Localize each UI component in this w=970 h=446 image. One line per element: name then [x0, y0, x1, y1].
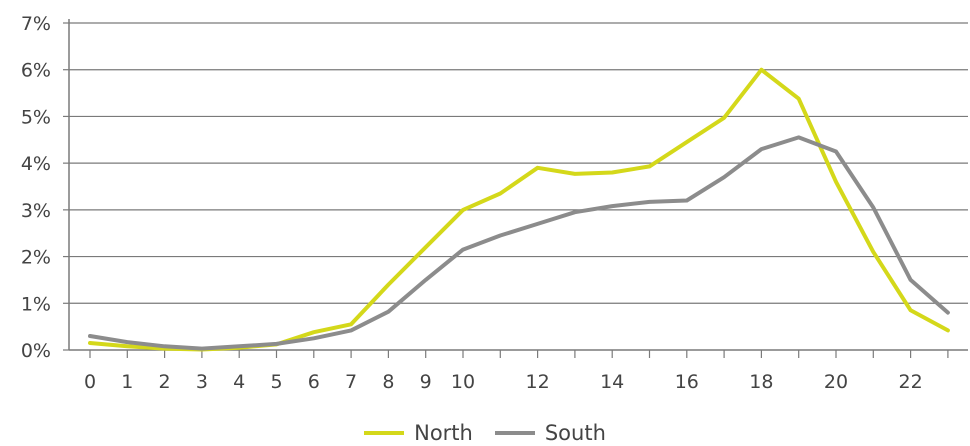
- x-tick-label: 1: [121, 371, 133, 393]
- y-tick-label: 1%: [21, 293, 51, 315]
- y-tick-label: 7%: [21, 13, 51, 35]
- x-tick-label: 6: [308, 371, 320, 393]
- x-tick-label: 16: [675, 371, 699, 393]
- y-tick-label: 6%: [21, 60, 51, 82]
- legend-swatch-north: [364, 431, 405, 435]
- x-tick-label: 7: [345, 371, 357, 393]
- y-axis: 0% 1% 2% 3% 4% 5% 6% 7%: [21, 13, 70, 362]
- x-tick-label: 0: [84, 371, 96, 393]
- legend-swatch-south: [494, 431, 535, 435]
- x-tick-label: 9: [420, 371, 432, 393]
- gridlines: [69, 22, 968, 304]
- x-tick-label: 2: [159, 371, 171, 393]
- legend-label-south: South: [544, 421, 606, 445]
- x-tick-label: 10: [451, 371, 475, 393]
- y-tick-label: 0%: [21, 340, 51, 362]
- x-tick-label: 4: [233, 371, 245, 393]
- line-chart: 0%1%2%3%4%5%6%7% 0 1 2 3 4 5 6 7 8 9 10 12 14 16 18 20 2…: [21, 13, 968, 393]
- x-tick-label: 3: [196, 371, 208, 393]
- x-tick-label: 8: [382, 371, 394, 393]
- x-tick-label: 18: [749, 371, 773, 393]
- y-tick-label: 3%: [21, 200, 51, 222]
- y-tick-label: 4%: [21, 153, 51, 175]
- y-tick-label: 5%: [21, 106, 51, 128]
- series-layer: [88, 67, 950, 352]
- legend-label-north: North: [414, 421, 473, 445]
- series-line-south: [88, 135, 950, 351]
- x-tick-label: 5: [270, 371, 282, 393]
- x-tick-label: 14: [600, 371, 624, 393]
- legend-item-north: North: [364, 421, 473, 445]
- x-tick-label: 12: [526, 371, 550, 393]
- x-tick-label: 22: [899, 371, 923, 393]
- legend-item-south: South: [494, 421, 606, 445]
- y-tick-label: 2%: [21, 247, 51, 269]
- x-tick-label: 20: [824, 371, 848, 393]
- legend: North South: [0, 420, 970, 446]
- x-axis: 0 1 2 3 4 5 6 7 8 9 10 12 14 16 18 20 22: [69, 349, 968, 393]
